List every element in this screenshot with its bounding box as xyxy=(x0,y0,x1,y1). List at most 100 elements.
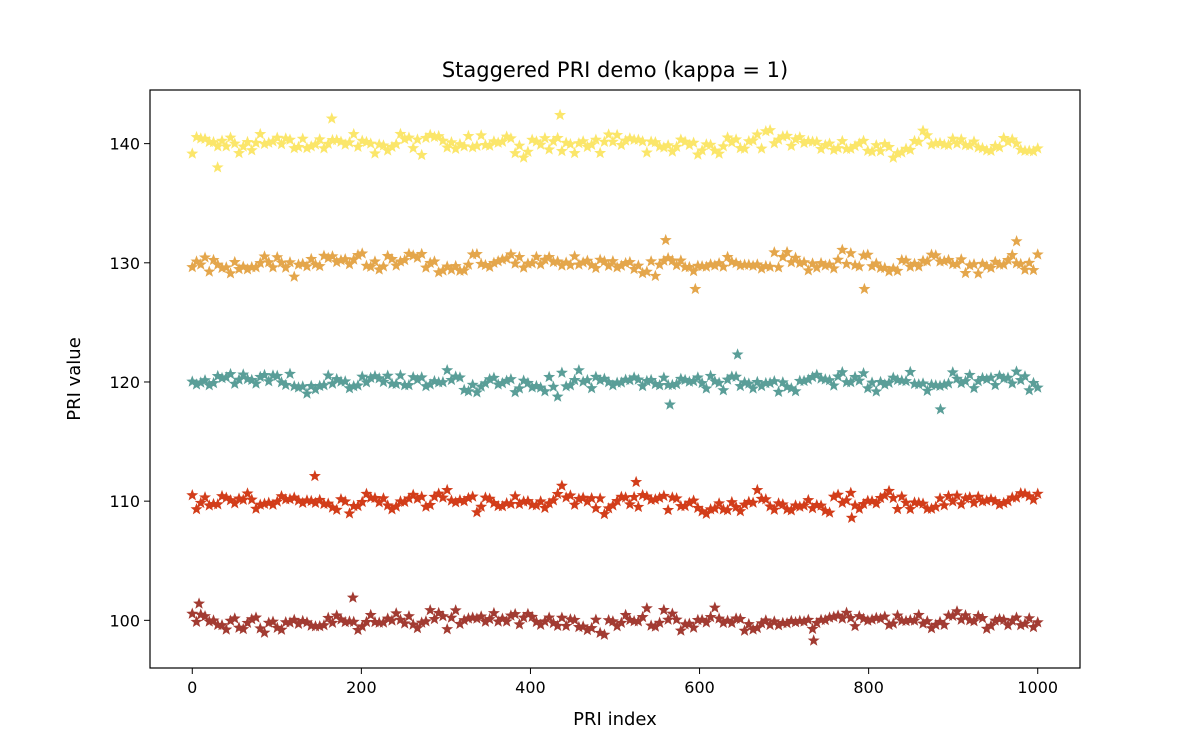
data-point xyxy=(781,129,794,142)
data-point xyxy=(390,500,403,512)
data-point xyxy=(190,255,203,267)
data-point xyxy=(662,251,675,264)
data-point xyxy=(815,256,828,269)
data-point xyxy=(572,492,585,505)
data-point xyxy=(789,385,802,397)
data-point xyxy=(509,490,522,502)
data-point xyxy=(785,382,798,394)
data-point xyxy=(360,615,373,628)
data-point xyxy=(551,619,564,632)
data-point xyxy=(713,497,726,509)
data-point xyxy=(598,135,611,147)
data-point xyxy=(292,617,305,630)
x-tick-label: 600 xyxy=(684,678,715,697)
data-point xyxy=(254,256,267,269)
data-point xyxy=(806,622,819,635)
data-point xyxy=(551,255,564,267)
data-point xyxy=(305,140,318,152)
data-point xyxy=(759,493,772,505)
data-point xyxy=(806,370,819,383)
data-point xyxy=(776,250,789,263)
data-point xyxy=(908,257,921,269)
data-point xyxy=(968,615,980,627)
data-point xyxy=(560,380,573,392)
data-point xyxy=(934,403,947,415)
data-point xyxy=(496,376,509,389)
data-point xyxy=(534,495,547,507)
data-point xyxy=(377,139,390,151)
data-point xyxy=(267,135,279,147)
data-point xyxy=(275,256,288,268)
data-point xyxy=(891,502,904,515)
data-point xyxy=(683,138,696,151)
data-point xyxy=(530,499,543,511)
data-point xyxy=(271,251,284,263)
data-point xyxy=(594,146,607,159)
y-tick-label: 120 xyxy=(109,373,140,392)
data-point xyxy=(530,250,543,263)
data-point xyxy=(636,610,649,623)
data-point xyxy=(819,259,832,271)
data-point xyxy=(653,379,666,391)
data-point xyxy=(759,614,772,626)
data-point xyxy=(666,607,679,619)
data-point xyxy=(683,496,696,508)
data-point xyxy=(606,135,619,147)
data-point xyxy=(955,376,968,389)
data-point xyxy=(309,620,322,632)
data-point xyxy=(513,139,526,151)
data-point xyxy=(504,372,517,385)
data-point xyxy=(772,385,785,398)
data-point xyxy=(696,505,709,517)
data-point xyxy=(241,135,254,148)
data-point xyxy=(687,136,700,148)
data-point xyxy=(364,608,377,621)
data-point xyxy=(606,379,619,391)
data-point xyxy=(946,495,959,507)
data-point xyxy=(959,609,972,621)
data-point xyxy=(657,603,670,616)
data-point xyxy=(878,261,891,274)
data-point xyxy=(798,374,811,387)
data-point xyxy=(390,259,403,271)
data-point xyxy=(611,619,624,632)
data-point xyxy=(942,377,955,389)
data-point xyxy=(411,373,424,385)
data-point xyxy=(390,607,403,619)
data-point xyxy=(343,258,356,270)
data-point xyxy=(666,145,679,157)
data-point xyxy=(968,496,980,509)
data-point xyxy=(373,372,386,384)
data-point xyxy=(683,375,696,387)
data-point xyxy=(883,376,896,388)
data-point xyxy=(598,255,611,267)
data-point xyxy=(560,619,573,632)
data-point xyxy=(517,151,530,163)
data-point xyxy=(861,614,874,626)
data-point xyxy=(462,385,475,397)
data-point xyxy=(997,613,1010,625)
data-point xyxy=(679,135,692,147)
data-point xyxy=(917,497,930,509)
data-point xyxy=(453,371,466,383)
data-point xyxy=(636,135,649,147)
data-point xyxy=(568,498,581,510)
data-point xyxy=(211,140,224,152)
data-point xyxy=(734,504,747,517)
data-point xyxy=(500,252,513,264)
data-point xyxy=(334,253,347,266)
data-point xyxy=(904,260,917,272)
data-point xyxy=(628,490,641,503)
data-point xyxy=(250,261,262,273)
data-point xyxy=(887,262,900,274)
data-point xyxy=(572,364,585,376)
data-point xyxy=(827,610,840,623)
data-point xyxy=(436,375,449,388)
data-point xyxy=(938,618,951,631)
data-point xyxy=(233,146,245,159)
data-point xyxy=(663,398,676,410)
data-point xyxy=(683,260,696,273)
data-point xyxy=(717,260,730,272)
data-point xyxy=(768,246,781,258)
data-point xyxy=(730,370,743,382)
